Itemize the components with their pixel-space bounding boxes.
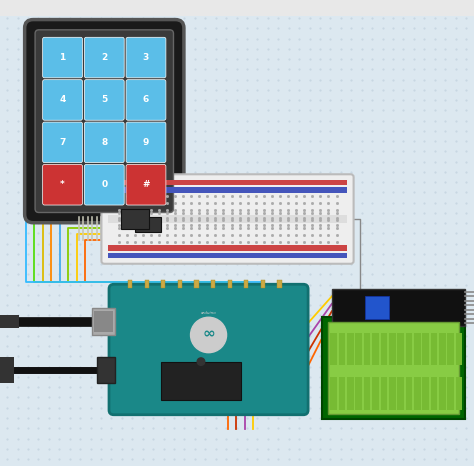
Text: 0: 0 [101,180,107,189]
Bar [364,333,371,365]
Bar [389,377,396,410]
Bar [422,333,429,365]
Bar [430,377,438,410]
Bar [108,253,347,258]
Bar [397,333,404,365]
Bar [389,333,396,365]
FancyBboxPatch shape [126,122,166,163]
Bar [406,333,412,365]
Text: ∞: ∞ [202,326,215,341]
Bar [381,377,387,410]
Bar [108,215,347,223]
FancyBboxPatch shape [25,20,184,223]
Bar [92,308,115,335]
Bar [0,357,14,384]
Bar [430,333,438,365]
Bar [381,333,387,365]
Text: 7: 7 [59,138,66,147]
FancyBboxPatch shape [43,37,82,78]
Bar [439,377,446,410]
Text: #: # [142,180,150,189]
Bar [447,377,454,410]
Bar [128,280,132,288]
Text: 2: 2 [101,53,108,62]
Bar [108,245,347,251]
Bar [414,333,420,365]
FancyBboxPatch shape [43,164,82,205]
Text: 4: 4 [59,96,66,104]
Bar [414,377,420,410]
Text: 9: 9 [143,138,149,147]
Bar [365,296,389,319]
Bar [372,333,379,365]
Bar [347,333,354,365]
Bar [397,377,404,410]
FancyBboxPatch shape [126,164,166,205]
Bar [422,377,429,410]
Bar [347,377,354,410]
Circle shape [191,317,227,353]
Bar [439,333,446,365]
FancyBboxPatch shape [84,122,124,163]
Bar [161,362,241,400]
Bar [364,377,371,410]
Bar [228,280,232,288]
Bar [332,289,465,326]
Bar [356,333,362,365]
Text: UNO: UNO [205,341,217,346]
Bar [194,280,199,288]
Bar [0,0,474,16]
Bar [372,377,379,410]
Bar [161,280,165,288]
FancyBboxPatch shape [35,30,173,212]
Bar [339,377,346,410]
Bar [97,357,115,384]
Bar [330,333,337,365]
Bar [456,333,463,365]
Bar [356,377,362,410]
Bar [339,333,346,365]
Bar [328,322,459,414]
Text: 3: 3 [143,53,149,62]
Bar [108,180,347,185]
FancyBboxPatch shape [84,164,124,205]
Text: 5: 5 [101,96,108,104]
FancyBboxPatch shape [101,174,354,264]
Bar [261,280,265,288]
Text: 1: 1 [59,53,66,62]
Bar [277,280,282,288]
Bar [145,280,149,288]
Bar [456,377,463,410]
FancyBboxPatch shape [43,80,82,120]
Text: 6: 6 [143,96,149,104]
Bar [211,280,215,288]
FancyBboxPatch shape [84,37,124,78]
Bar [135,217,161,232]
Bar [330,377,337,410]
Bar [121,209,149,229]
Bar [244,280,248,288]
Text: *: * [60,180,65,189]
Bar [406,377,412,410]
Bar [178,280,182,288]
Bar [108,187,347,193]
Bar [0,315,19,328]
Bar [94,311,113,332]
FancyBboxPatch shape [109,284,308,415]
Bar [447,333,454,365]
Bar [322,317,465,419]
Circle shape [197,358,205,365]
FancyBboxPatch shape [126,37,166,78]
Text: 8: 8 [101,138,108,147]
Text: arduino: arduino [201,311,217,315]
FancyBboxPatch shape [43,122,82,163]
FancyBboxPatch shape [84,80,124,120]
FancyBboxPatch shape [126,80,166,120]
